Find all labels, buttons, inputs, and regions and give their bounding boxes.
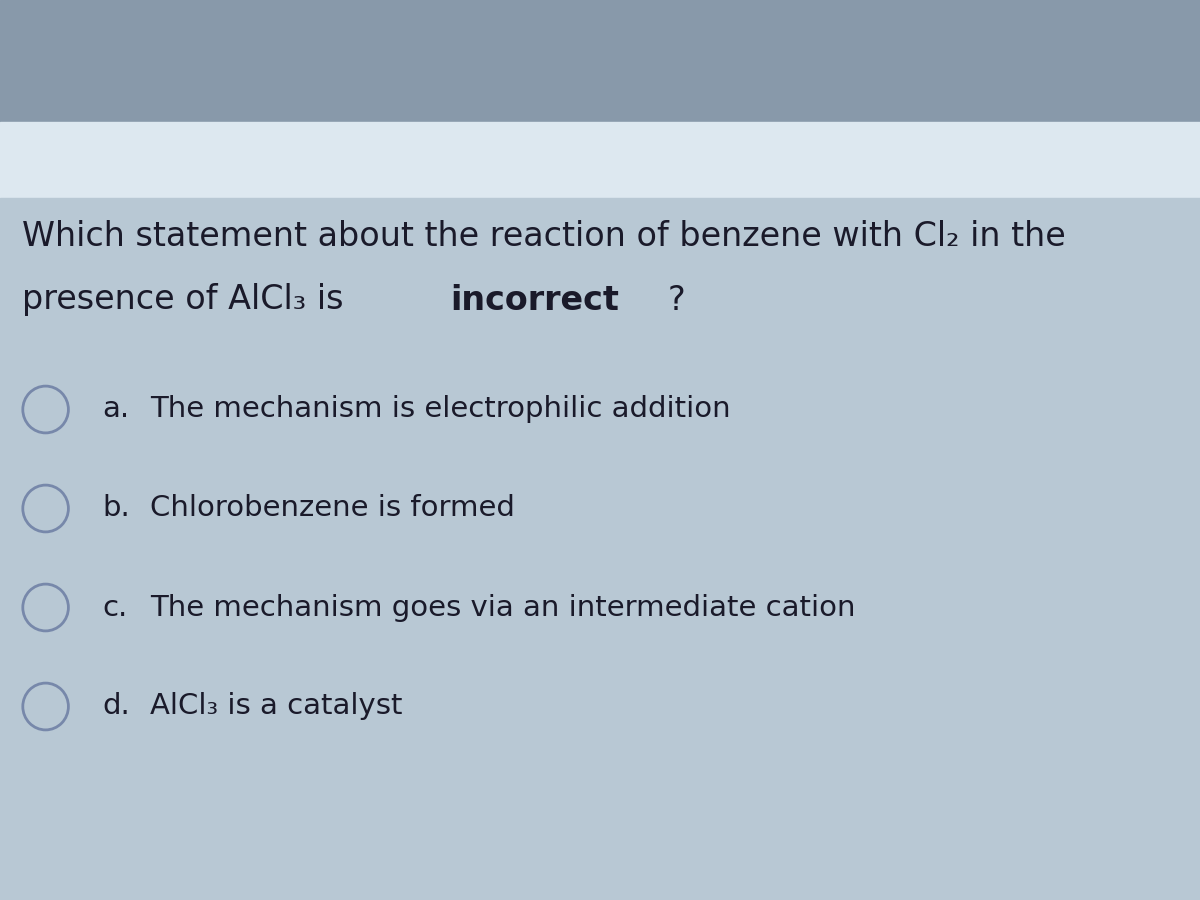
Text: presence of AlCl₃ is: presence of AlCl₃ is [22,284,354,317]
Text: AlCl₃ is a catalyst: AlCl₃ is a catalyst [150,692,402,721]
Text: d.: d. [102,692,130,721]
Text: Which statement about the reaction of benzene with Cl₂ in the: Which statement about the reaction of be… [22,220,1066,254]
Text: The mechanism goes via an intermediate cation: The mechanism goes via an intermediate c… [150,593,856,622]
Text: incorrect: incorrect [450,284,619,317]
Text: Chlorobenzene is formed: Chlorobenzene is formed [150,494,515,523]
Text: ?: ? [668,284,686,317]
Bar [0,122,1200,198]
Bar [0,0,1200,122]
Text: b.: b. [102,494,130,523]
Text: c.: c. [102,593,127,622]
Bar [0,198,1200,900]
Text: a.: a. [102,395,130,424]
Text: The mechanism is electrophilic addition: The mechanism is electrophilic addition [150,395,731,424]
